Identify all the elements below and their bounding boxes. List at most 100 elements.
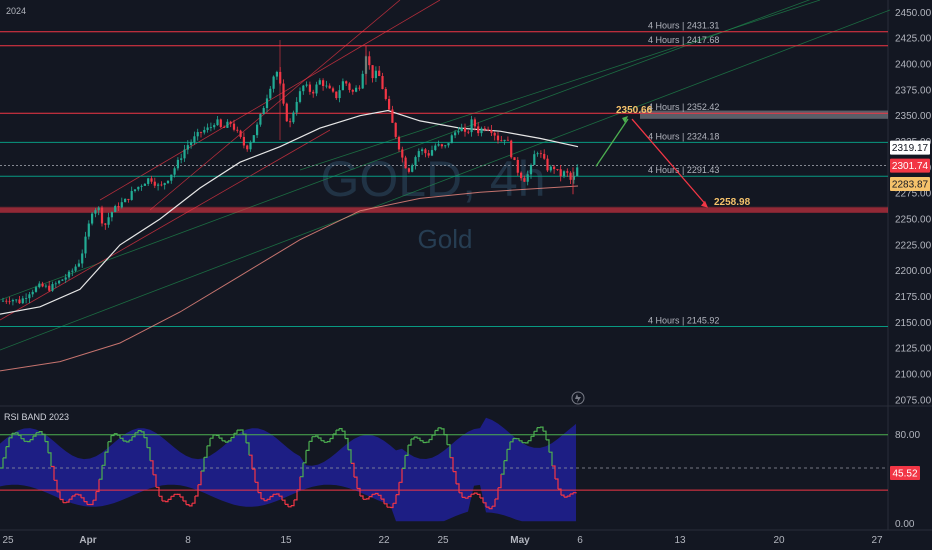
candle-body [483,128,486,130]
rsi-segment [348,449,352,464]
time-tick-label: 22 [378,535,390,546]
candle-body [143,183,146,186]
ema-red-line [0,185,579,372]
candle-body [500,140,503,142]
watermark-name: Gold [418,224,473,254]
candle-body [569,172,572,180]
price-tick-label: 2275.00 [895,189,932,200]
candle-body [315,84,318,94]
candle-body [130,191,133,200]
channel-line [0,9,891,351]
price-tick-label: 2100.00 [895,370,932,381]
rsi-segment [255,481,259,493]
rsi-segment [129,436,133,441]
candle-body [183,149,186,159]
candle-body [170,174,173,181]
candle-body [470,119,473,133]
rsi-segment [57,491,61,500]
candle-body [236,129,239,131]
rsi-segment [528,436,532,442]
rsi-segment [120,437,124,441]
rsi-segment [60,498,64,503]
time-axis: 25 Apr 8 15 22 25 May 6 13 20 27 [2,535,883,546]
candle-body [44,285,47,287]
candle-body [223,127,226,128]
candle-body [219,119,222,128]
rsi-segment [489,506,493,510]
candle-body [176,159,179,169]
candle-body [404,157,407,169]
rsi-segment [558,488,562,496]
candle-body [11,300,14,302]
rsi-segment [207,438,211,447]
candle-body [87,223,90,237]
time-tick-label: 8 [185,535,191,546]
candle-body [133,189,137,192]
candle-body [137,186,140,190]
rsi-segment [330,434,334,440]
rsi-segment [105,441,109,453]
rsi-band-fill [0,417,576,522]
rsi-segment [432,430,436,436]
time-tick-label: 20 [773,535,785,546]
rsi-segment [444,434,448,445]
rsi-segment [243,433,247,443]
candle-body [529,164,533,175]
candle-body [196,132,199,137]
rsi-segment [90,500,94,506]
rsi-segment [447,444,451,458]
candle-body [506,139,509,141]
rsi-segment [276,493,280,497]
level-label: 4 Hours | 2145.92 [648,316,719,326]
candle-body [117,206,120,208]
up-arrow-head [622,116,628,124]
candle-body [190,141,193,146]
rsi-segment [30,436,34,441]
candle-body [513,157,516,160]
rsi-segment [420,440,424,443]
candle-body [246,145,249,150]
candle-body [546,158,549,171]
rsi-segment [573,492,577,494]
price-tag-bg [890,177,930,192]
channel-line [99,0,441,201]
candle-body [427,153,430,156]
rsi-segment [132,432,136,438]
price-tick-label: 2075.00 [895,395,932,406]
candle-body [503,139,506,142]
rsi-segment [540,426,544,432]
candle-body [285,103,288,122]
rsi-segment [93,491,97,501]
rsi-segment [186,504,190,506]
candle-body [401,149,404,158]
price-tag-text: 2319.17 [892,143,929,154]
rsi-segment [369,494,373,498]
candle-body [391,109,394,123]
rsi-segment [168,496,172,500]
candle-body [371,65,374,79]
year-label: 2024 [6,6,26,16]
candle-body [440,144,443,147]
rsi-segment [396,482,400,496]
rsi-segment [441,428,445,435]
candle-body [275,71,278,77]
time-tick-label: 15 [280,535,292,546]
candle-body [256,124,259,136]
rsi-segment [378,494,382,500]
candle-body [496,135,500,141]
rsi-segment [258,492,262,499]
rsi-segment [81,497,85,502]
projection-arrows: 2350.66 2258.98 [595,105,751,208]
candle-body [8,301,11,303]
rsi-segment [507,441,511,450]
candle-body [38,283,41,288]
candle-body [361,73,364,89]
rsi-segment [39,431,43,435]
replay-icon[interactable] [571,391,585,405]
rsi-segment [75,493,79,495]
candle-body [104,223,107,225]
candle-body [127,198,130,200]
rsi-segment [6,437,10,448]
